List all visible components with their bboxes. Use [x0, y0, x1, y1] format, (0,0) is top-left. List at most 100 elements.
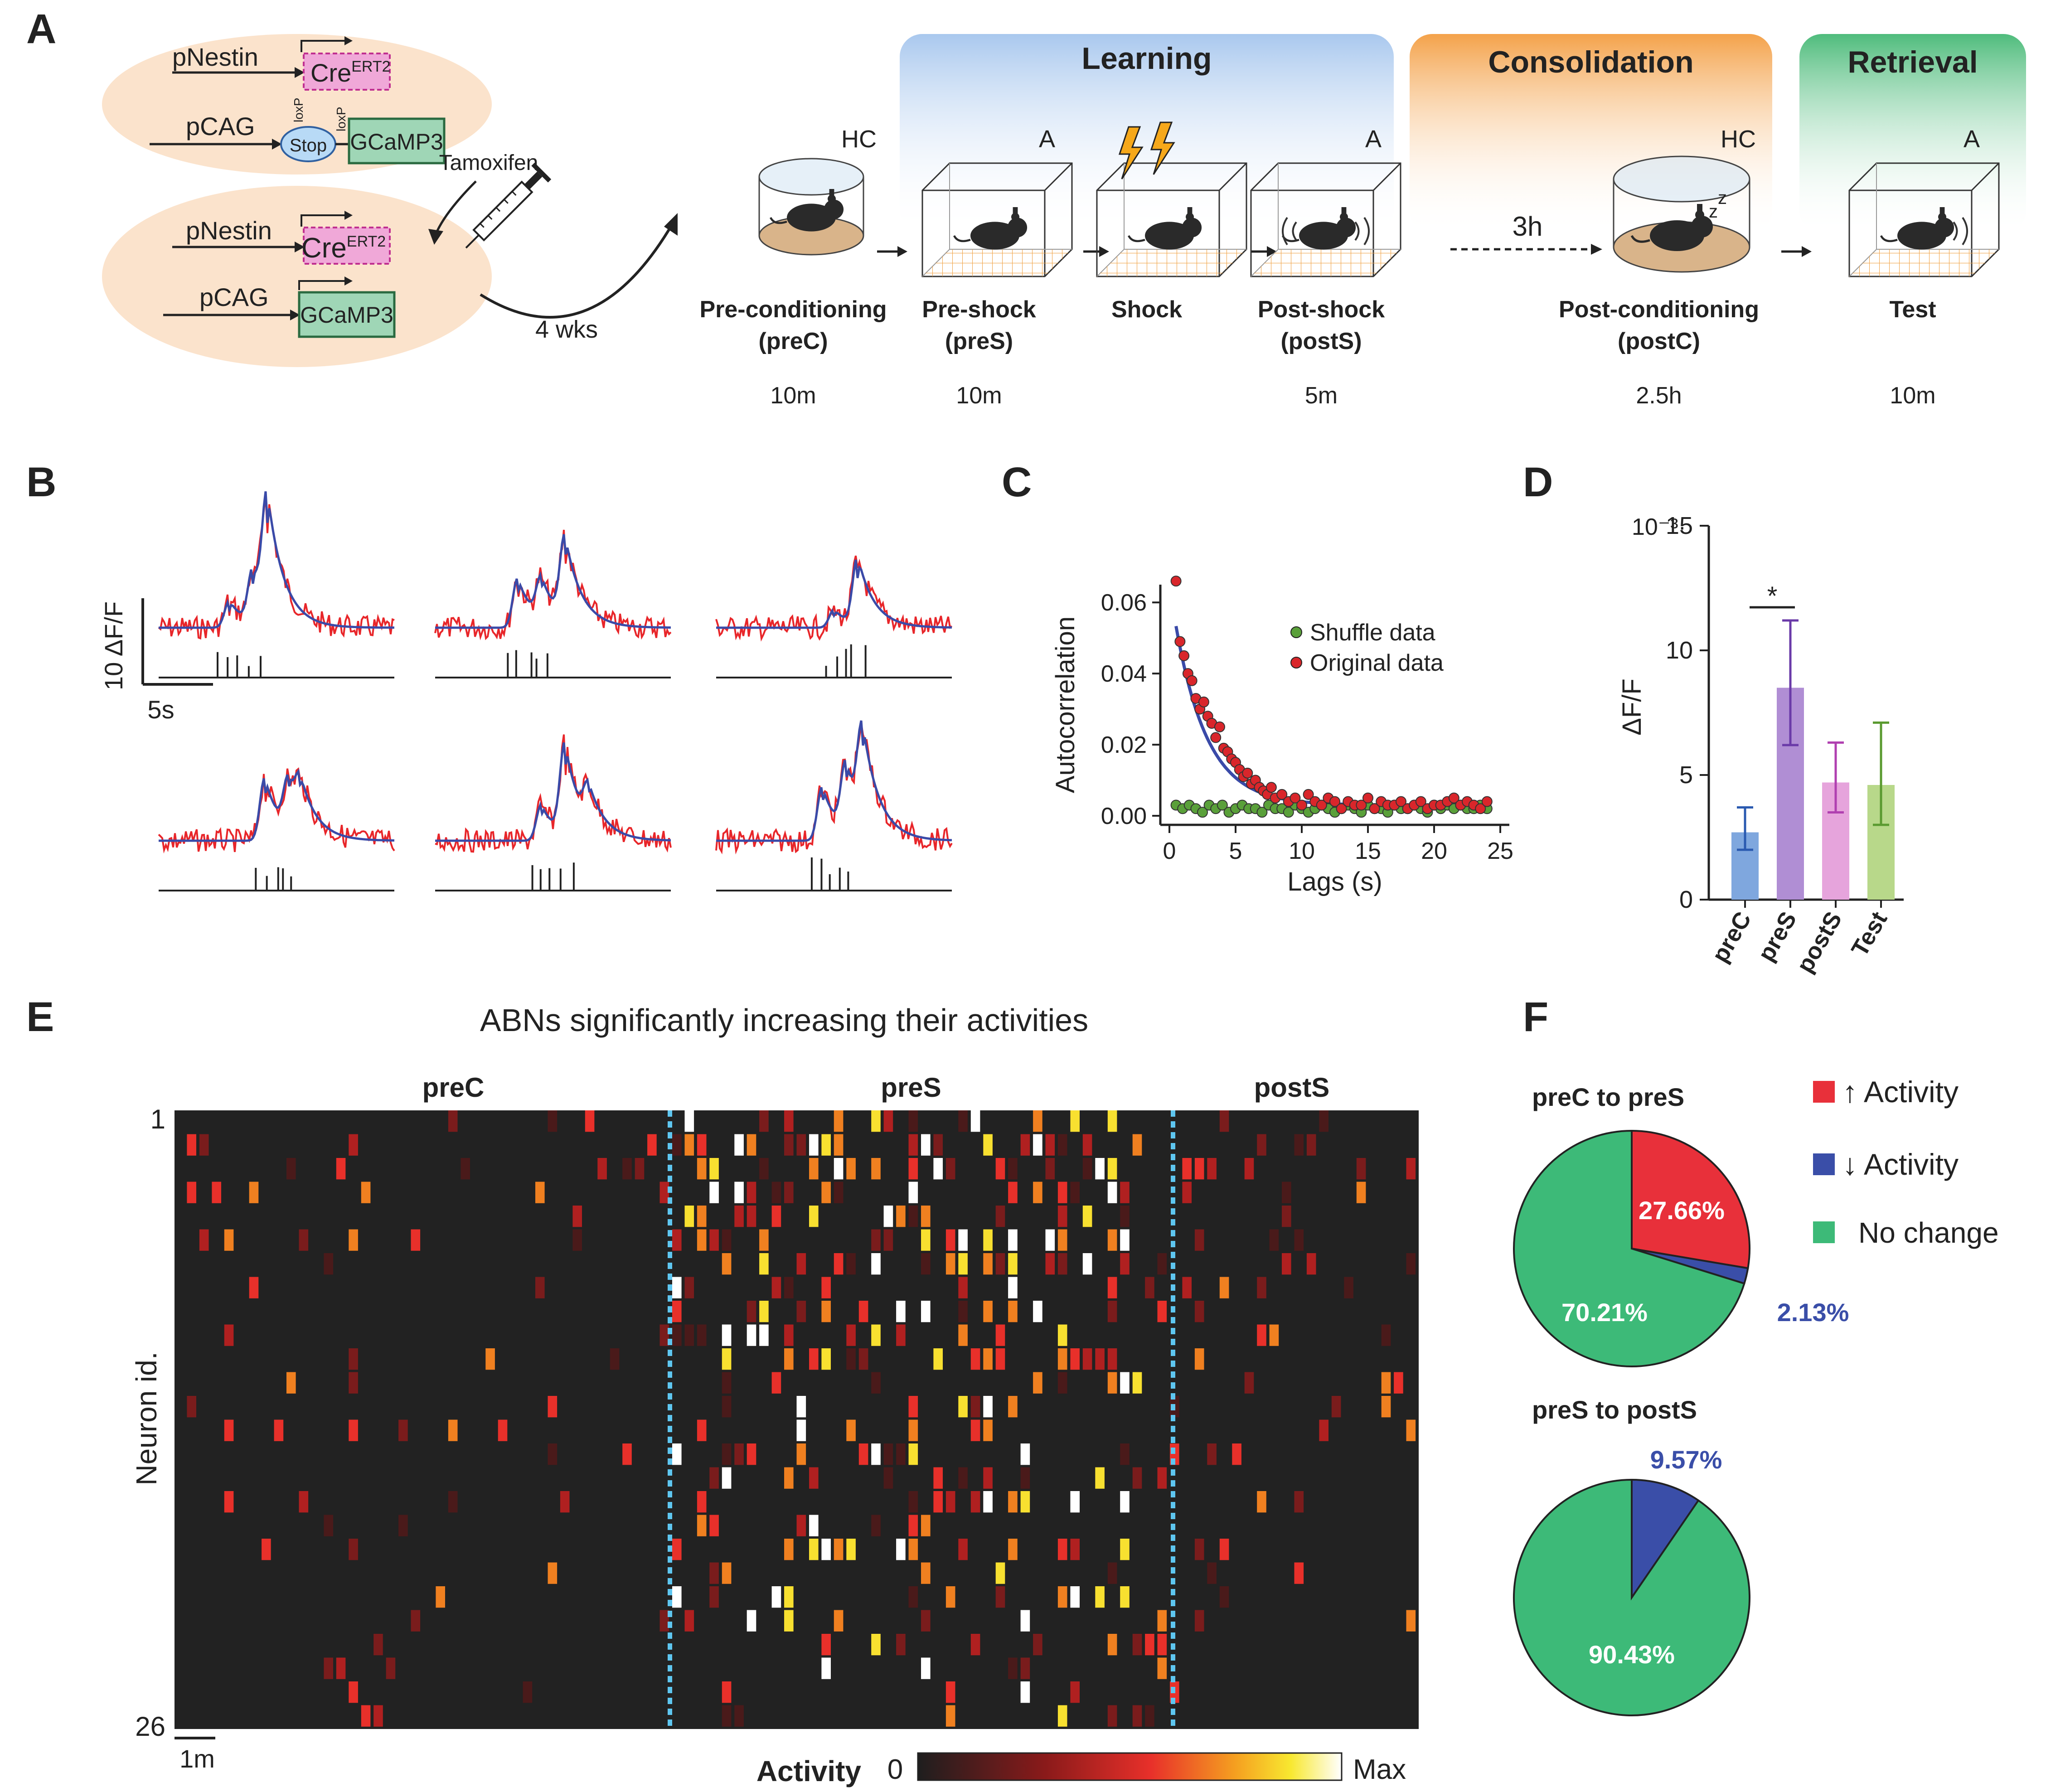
e-cell	[796, 1396, 806, 1418]
e-cell	[659, 1610, 669, 1632]
e-cell	[1219, 1539, 1229, 1560]
e-cell	[1008, 1182, 1018, 1203]
stage-duration-3: 5m	[1305, 383, 1338, 409]
e-cell	[722, 1229, 732, 1251]
e-cell	[734, 1705, 744, 1727]
e-cell	[187, 1396, 196, 1418]
c-point-original-11	[1214, 721, 1225, 732]
e-cell	[921, 1610, 931, 1632]
e-cell	[1020, 1467, 1030, 1489]
c-xtick-label-3: 15	[1355, 838, 1381, 864]
e-cell	[970, 1491, 980, 1513]
stage-abbr-4: (postC)	[1618, 328, 1700, 354]
gcamp3-label-1: GCaMP3	[350, 129, 443, 155]
e-cell	[945, 1491, 955, 1513]
e-cell	[1406, 1419, 1416, 1441]
e-cell	[784, 1348, 794, 1370]
e-cell	[796, 1253, 806, 1275]
d-ytick-label-3: 15	[1666, 512, 1693, 539]
stage-duration-4: 2.5h	[1636, 383, 1682, 409]
e-cell	[834, 1610, 844, 1632]
c-point-original-0	[1170, 576, 1182, 587]
e-cell	[548, 1110, 558, 1132]
e-cell	[610, 1348, 620, 1370]
stop-label: Stop	[290, 136, 327, 155]
e-cell	[1095, 1348, 1105, 1370]
e-cell	[1107, 1158, 1117, 1180]
e-cell	[672, 1443, 682, 1465]
e-cell	[361, 1182, 371, 1203]
e-cell	[771, 1372, 781, 1394]
e-cell	[386, 1657, 396, 1679]
stage-name-2: Shock	[1111, 296, 1182, 323]
e-cell	[560, 1491, 570, 1513]
e-cell	[1381, 1324, 1391, 1346]
d-significance-star: *	[1767, 581, 1778, 611]
e-cell	[747, 1610, 756, 1632]
e-cell	[846, 1324, 856, 1346]
e-cell	[883, 1110, 893, 1132]
e-cell	[1282, 1253, 1291, 1275]
e-cell	[1070, 1586, 1080, 1608]
e-cell	[1120, 1206, 1130, 1227]
f2-title: preS to postS	[1532, 1395, 1697, 1424]
pie1-value-label-1: 2.13%	[1777, 1298, 1849, 1327]
phase-learning-label: Learning	[1081, 41, 1212, 76]
e-cell	[1194, 1158, 1204, 1180]
e-cell	[1107, 1372, 1117, 1394]
e-cell	[821, 1277, 831, 1298]
c-xtick-label-2: 10	[1289, 838, 1315, 864]
e-cell	[1219, 1277, 1229, 1298]
e-cell	[709, 1562, 719, 1584]
c-point-shuffle-17	[1283, 807, 1294, 818]
e-cell	[933, 1158, 943, 1180]
trace-raw-4	[435, 734, 672, 853]
e-cell	[709, 1586, 719, 1608]
e-cell	[796, 1443, 806, 1465]
e-cell	[349, 1134, 358, 1156]
e-cell	[722, 1253, 732, 1275]
e-cell	[1244, 1372, 1254, 1394]
e-cell	[784, 1539, 794, 1560]
e-cell	[1057, 1586, 1067, 1608]
e-cell	[647, 1134, 657, 1156]
c-point-original-4	[1186, 675, 1198, 686]
four-weeks-label: 4 wks	[535, 316, 598, 343]
e-cell	[784, 1277, 794, 1298]
e-cell	[1020, 1657, 1030, 1679]
c-point-original-10	[1210, 732, 1222, 743]
e-cell	[1194, 1348, 1204, 1370]
cre-ert2-box-2	[303, 227, 391, 265]
e-cell	[722, 1467, 732, 1489]
f-legend-up: ↑ Activity	[1842, 1075, 1959, 1109]
e-cell	[199, 1134, 209, 1156]
e-cell	[1194, 1229, 1204, 1251]
e-cell	[1095, 1158, 1105, 1180]
e-cell	[1282, 1182, 1291, 1203]
e-cell	[1120, 1491, 1130, 1513]
e-cell	[1033, 1301, 1042, 1322]
e-cell	[1120, 1253, 1130, 1275]
stage-duration-1: 10m	[956, 383, 1002, 409]
e-cell	[1257, 1277, 1266, 1298]
cre-label-1: CreERT2	[310, 58, 391, 87]
panel-f: preC to preS 27.66% 2.13% 70.21% preS to p…	[1513, 1075, 1999, 1716]
e-cell	[498, 1419, 508, 1441]
e-cell	[821, 1634, 831, 1656]
d-ytick-label-0: 0	[1679, 886, 1693, 913]
c-point-original-28	[1290, 792, 1301, 804]
e-cell	[871, 1634, 881, 1656]
e-cell	[672, 1324, 682, 1346]
e-cell	[1045, 1229, 1055, 1251]
c-point-original-18	[1242, 767, 1253, 779]
e-cell	[771, 1277, 781, 1298]
e-cell	[1132, 1372, 1142, 1394]
e-cell	[448, 1491, 458, 1513]
e-colorbar-min: 0	[887, 1754, 903, 1785]
e-cell	[1182, 1182, 1192, 1203]
c-point-original-57	[1481, 796, 1493, 807]
e-cell	[1020, 1491, 1030, 1513]
e-cell	[1107, 1182, 1117, 1203]
e-cell	[883, 1467, 893, 1489]
stage-name-0: Pre-conditioning	[699, 296, 887, 323]
